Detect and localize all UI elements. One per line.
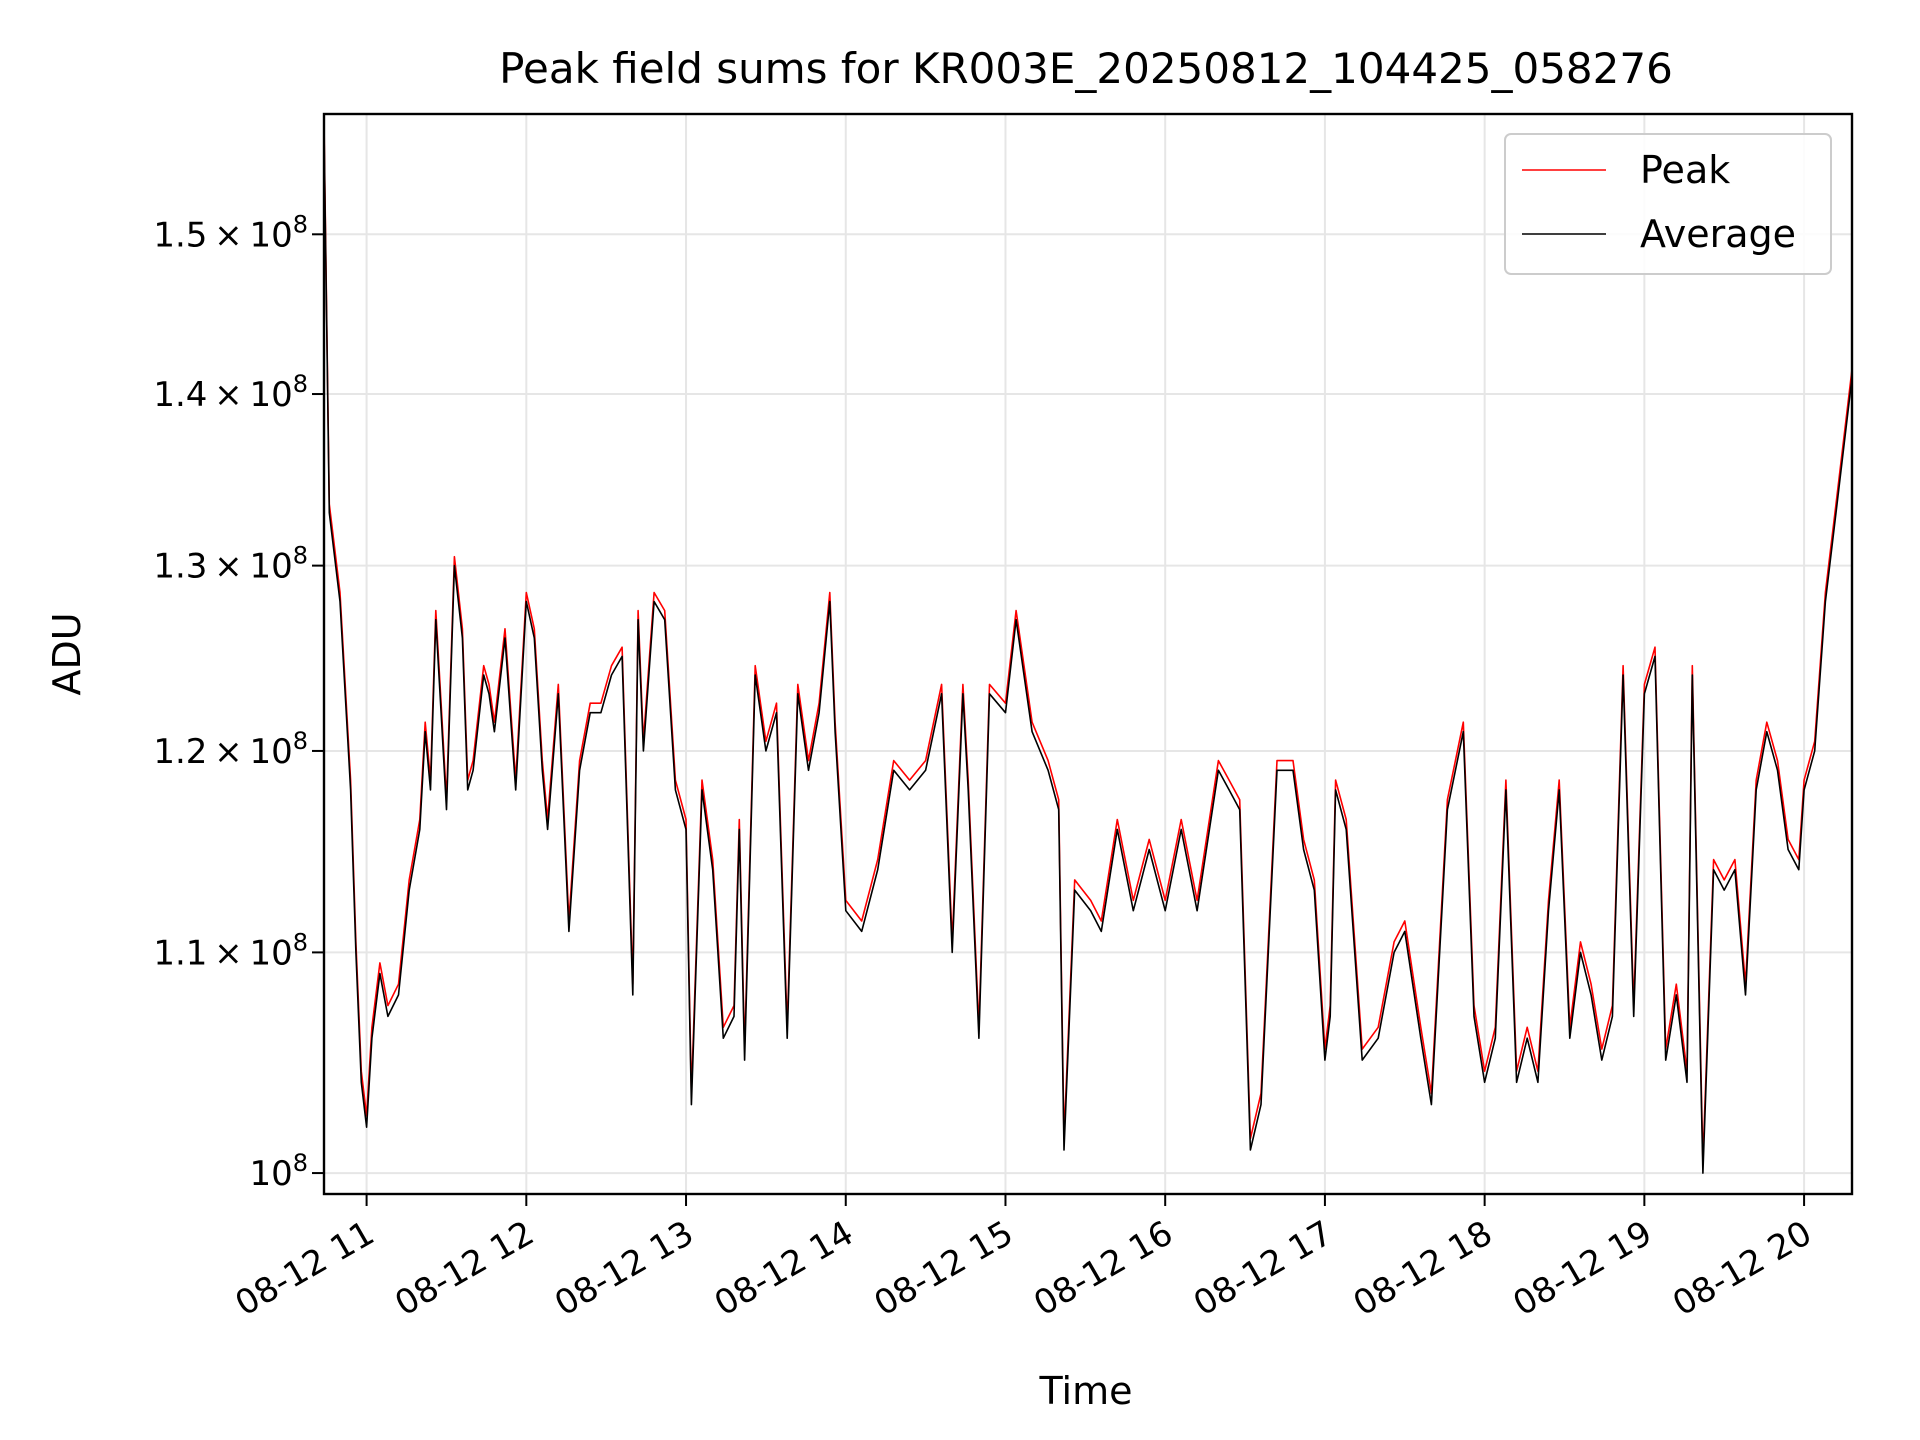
x-tick-label: 08-12 18 <box>1347 1213 1499 1324</box>
series-line-average <box>323 128 1853 1174</box>
series-lines <box>323 121 1853 1174</box>
x-axis: 08-12 11 08-12 12 08-12 13 08-12 14 08-12 15… <box>229 1194 1819 1324</box>
x-tick-label: 08-12 14 <box>708 1213 860 1324</box>
x-tick-label: 08-12 20 <box>1666 1213 1818 1324</box>
series-line-peak <box>323 121 1853 1163</box>
y-axis-label: ADU <box>45 612 89 695</box>
y-tick-label: 1.5 × 108 <box>153 210 308 255</box>
y-tick-label: 108 <box>249 1149 308 1194</box>
y-tick-label: 1.2 × 108 <box>153 727 308 772</box>
grid <box>324 114 1852 1194</box>
x-tick-label: 08-12 12 <box>388 1213 540 1324</box>
legend-label-average: Average <box>1640 212 1796 256</box>
y-axis: 108 1.1 × 108 1.2 × 108 1.3 × 108 1.4 × 108 1… <box>153 210 324 1194</box>
x-tick-label: 08-12 15 <box>868 1213 1020 1324</box>
legend-box <box>1504 133 1832 275</box>
chart-title: Peak field sums for KR003E_20250812_1044… <box>499 44 1673 93</box>
legend: Peak Average <box>1504 133 1832 275</box>
plot-frame <box>322 112 1854 1196</box>
x-tick-label: 08-12 11 <box>229 1213 381 1324</box>
x-tick-label: 08-12 16 <box>1027 1213 1179 1324</box>
x-axis-label: Time <box>1039 1369 1133 1413</box>
y-tick-label: 1.4 × 108 <box>153 370 308 415</box>
y-tick-label: 1.3 × 108 <box>153 542 308 587</box>
legend-label-peak: Peak <box>1640 148 1730 192</box>
x-tick-label: 08-12 17 <box>1187 1213 1339 1324</box>
x-tick-label: 08-12 13 <box>548 1213 700 1324</box>
y-tick-label: 1.1 × 108 <box>153 928 308 973</box>
x-tick-label: 08-12 19 <box>1506 1213 1658 1324</box>
